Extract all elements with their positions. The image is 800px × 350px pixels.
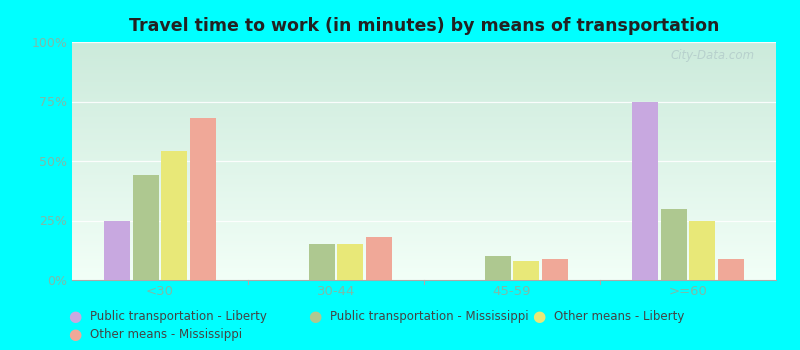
Text: ●: ● (532, 309, 546, 324)
Text: Public transportation - Mississippi: Public transportation - Mississippi (330, 310, 529, 323)
Bar (485, 256, 511, 280)
Bar (366, 237, 392, 280)
Bar (689, 220, 715, 280)
Text: City-Data.com: City-Data.com (670, 49, 755, 62)
Bar (104, 220, 130, 280)
Bar (513, 261, 539, 280)
Bar (718, 259, 744, 280)
Text: ●: ● (68, 309, 82, 324)
Text: ●: ● (308, 309, 322, 324)
Bar (161, 152, 187, 280)
Bar (133, 175, 159, 280)
Bar (661, 209, 687, 280)
Bar (632, 102, 658, 280)
Text: Other means - Liberty: Other means - Liberty (554, 310, 685, 323)
Title: Travel time to work (in minutes) by means of transportation: Travel time to work (in minutes) by mean… (129, 17, 719, 35)
Bar (190, 118, 216, 280)
Bar (309, 244, 335, 280)
Text: Public transportation - Liberty: Public transportation - Liberty (90, 310, 267, 323)
Text: ●: ● (68, 327, 82, 342)
Bar (542, 259, 568, 280)
Text: Other means - Mississippi: Other means - Mississippi (90, 328, 242, 341)
Bar (337, 244, 363, 280)
